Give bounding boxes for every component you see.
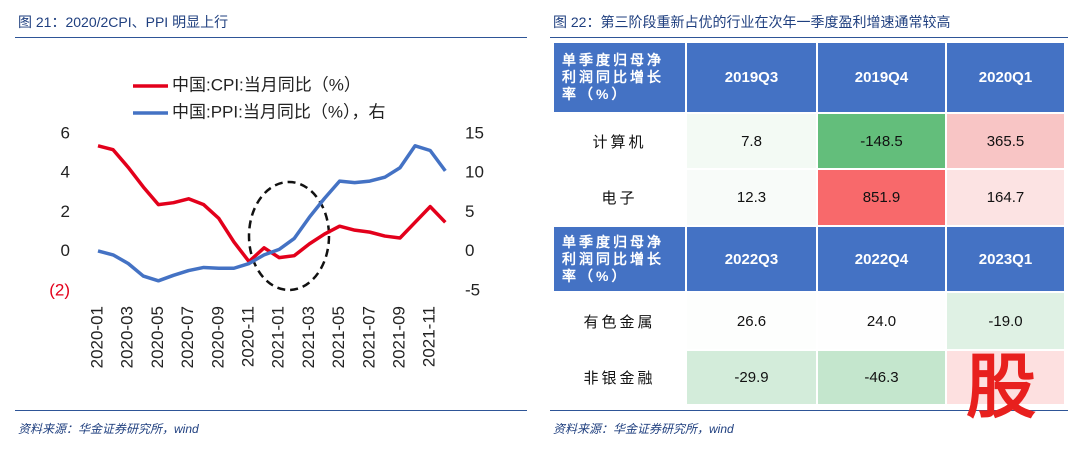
table: 单季度归母净利润同比增长率（%） 2019Q3 2019Q4 2020Q1 计算机 7.8… [553, 42, 1065, 405]
highlight-ellipse [247, 180, 331, 292]
x-tick-label: 2021-03 [299, 306, 318, 368]
value-cell: 365.5 [946, 113, 1065, 169]
series-line [97, 144, 447, 283]
row-label: 非银金融 [553, 350, 686, 405]
y-tick-label: 4 [61, 163, 70, 182]
legend-label: 中国:PPI:当月同比（%），右 [172, 102, 385, 121]
x-tick-label: 2020-01 [87, 306, 106, 368]
table-row: 非银金融 -29.9 -46.3 [553, 350, 1065, 405]
chart-caption: 图 21：2020/2CPI、PPI 明显上行 [18, 14, 229, 30]
series-line [97, 144, 447, 264]
header-cell: 2019Q3 [686, 42, 817, 113]
rule [15, 37, 527, 38]
table-row: 计算机 7.8 -148.5 365.5 [553, 113, 1065, 169]
y-tick-label: (2) [49, 280, 70, 299]
header-cell: 2022Q3 [686, 226, 817, 292]
row-label: 计算机 [553, 113, 686, 169]
value-cell: -46.3 [817, 350, 946, 405]
source: 资料来源：华金证券研究所，wind [18, 422, 199, 436]
rule [550, 37, 1068, 38]
chart: (2) 0 2 4 6 -5 0 5 10 15 2020-01 2020-03 2020-05 2020… [49, 75, 484, 368]
y-tick-label: 2 [61, 202, 70, 221]
y2-tick-label: 0 [465, 241, 474, 260]
header-cell: 2023Q1 [946, 226, 1065, 292]
legend-label: 中国:CPI:当月同比（%） [172, 75, 361, 94]
table-caption: 图 22：第三阶段重新占优的行业在次年一季度盈利增速通常较高 [553, 14, 951, 30]
header-cell: 2019Q4 [817, 42, 946, 113]
value-cell: -29.9 [686, 350, 817, 405]
header-cell: 2022Q4 [817, 226, 946, 292]
rule [15, 410, 527, 411]
header-row: 单季度归母净利润同比增长率（%） 2019Q3 2019Q4 2020Q1 [553, 42, 1065, 113]
x-tick-label: 2020-03 [118, 306, 137, 368]
y2-tick-label: 5 [465, 202, 474, 221]
value-cell: 851.9 [817, 169, 946, 226]
y2-tick-label: 15 [465, 123, 484, 142]
x-tick-label: 2020-11 [238, 306, 257, 367]
x-tick-label: 2021-01 [269, 306, 288, 368]
x-tick-label: 2021-05 [329, 306, 348, 368]
y-tick-label: 0 [61, 241, 70, 260]
value-cell: 26.6 [686, 292, 817, 350]
value-cell: 164.7 [946, 169, 1065, 226]
y-tick-label: 6 [61, 123, 70, 142]
row-label: 电子 [553, 169, 686, 226]
value-cell [946, 350, 1065, 405]
x-tick-label: 2021-11 [420, 306, 439, 367]
header-cell: 单季度归母净利润同比增长率（%） [553, 42, 686, 113]
x-tick-label: 2020-07 [178, 306, 197, 368]
table-row: 电子 12.3 851.9 164.7 [553, 169, 1065, 226]
value-cell: -148.5 [817, 113, 946, 169]
watermark: 股 [966, 348, 1036, 426]
y2-tick-label: 10 [465, 163, 484, 182]
row-label: 有色金属 [553, 292, 686, 350]
value-cell: -19.0 [946, 292, 1065, 350]
header-cell: 单季度归母净利润同比增长率（%） [553, 226, 686, 292]
value-cell: 7.8 [686, 113, 817, 169]
header-cell: 2020Q1 [946, 42, 1065, 113]
source: 资料来源：华金证券研究所，wind [553, 422, 734, 436]
value-cell: 12.3 [686, 169, 817, 226]
table-row: 有色金属 26.6 24.0 -19.0 [553, 292, 1065, 350]
rule [550, 410, 1068, 411]
x-tick-label: 2020-05 [148, 306, 167, 368]
header-row: 单季度归母净利润同比增长率（%） 2022Q3 2022Q4 2023Q1 [553, 226, 1065, 292]
x-tick-label: 2020-09 [208, 306, 227, 368]
y2-tick-label: -5 [465, 280, 480, 299]
value-cell: 24.0 [817, 292, 946, 350]
x-tick-label: 2021-09 [389, 306, 408, 368]
x-tick-label: 2021-07 [359, 306, 378, 368]
